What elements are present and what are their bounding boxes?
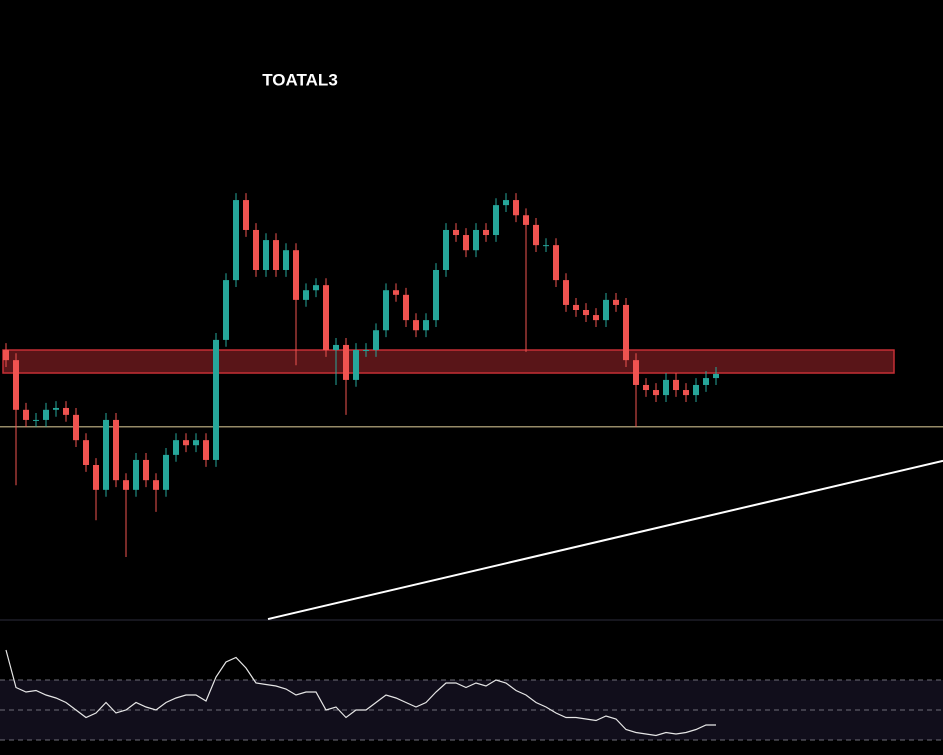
candle-body <box>633 360 639 385</box>
candle-body <box>403 294 409 321</box>
candle-body <box>293 250 299 300</box>
candle-body <box>253 229 259 270</box>
candle-body <box>553 245 559 281</box>
candle-body <box>43 409 49 420</box>
candle-body <box>703 378 709 385</box>
candle-body <box>443 229 449 270</box>
zone <box>2 349 895 374</box>
candle-body <box>23 409 29 420</box>
candle-body <box>313 285 319 291</box>
rsi-line <box>5 649 716 737</box>
candle-body <box>523 215 529 225</box>
candle-body <box>273 240 279 270</box>
candle-body <box>363 350 369 352</box>
candle-body <box>143 459 149 481</box>
candle-body <box>73 414 79 441</box>
candle-body <box>33 419 39 421</box>
candle-body <box>113 419 119 481</box>
candle-body <box>163 454 169 490</box>
candle-body <box>283 250 289 270</box>
candle-body <box>13 360 19 410</box>
candle-body <box>683 390 689 396</box>
candle-body <box>413 320 419 331</box>
chart-title: TOATAL3 <box>262 70 338 89</box>
candle-body <box>233 200 239 281</box>
candle-body <box>323 285 329 351</box>
candle-body <box>613 299 619 305</box>
candle-body <box>183 440 189 446</box>
candle-body <box>463 235 469 251</box>
candle-body <box>453 229 459 236</box>
candle-body <box>63 407 69 415</box>
candle-body <box>383 290 389 331</box>
candle-body <box>663 379 669 396</box>
candle-body <box>623 304 629 361</box>
candle-body <box>533 224 539 246</box>
candle-body <box>483 229 489 236</box>
candle-body <box>693 384 699 396</box>
candle-body <box>93 465 99 490</box>
candle-body <box>353 350 359 380</box>
candle-body <box>433 269 439 321</box>
candle-body <box>513 200 519 216</box>
candle-body <box>123 480 129 490</box>
candle-body <box>243 200 249 230</box>
candle-body <box>593 315 599 321</box>
candle-body <box>53 407 59 410</box>
candle-body <box>263 240 269 270</box>
candle-body <box>203 440 209 460</box>
candle-body <box>673 379 679 391</box>
candle-body <box>333 344 339 351</box>
candle-body <box>503 200 509 206</box>
candle-body <box>583 310 589 316</box>
candle-body <box>83 440 89 465</box>
candle-body <box>543 245 549 247</box>
candle-body <box>713 373 719 379</box>
candle-body <box>343 344 349 380</box>
candle-body <box>603 299 609 321</box>
candle-body <box>213 339 219 460</box>
candle-body <box>373 330 379 351</box>
candle-body <box>643 384 649 391</box>
candle-body <box>473 229 479 251</box>
candle-body <box>493 205 499 236</box>
candle-body <box>393 290 399 295</box>
candle-body <box>193 440 199 446</box>
candle-body <box>173 440 179 455</box>
candle-body <box>153 480 159 490</box>
trendline <box>267 459 943 621</box>
candle-body <box>423 320 429 331</box>
candle-body <box>573 304 579 310</box>
candle-body <box>653 390 659 396</box>
candle-body <box>133 459 139 490</box>
candle-body <box>303 290 309 300</box>
candle-body <box>563 280 569 305</box>
candle-body <box>103 419 109 490</box>
candle-body <box>223 280 229 340</box>
candle-body <box>3 350 9 361</box>
